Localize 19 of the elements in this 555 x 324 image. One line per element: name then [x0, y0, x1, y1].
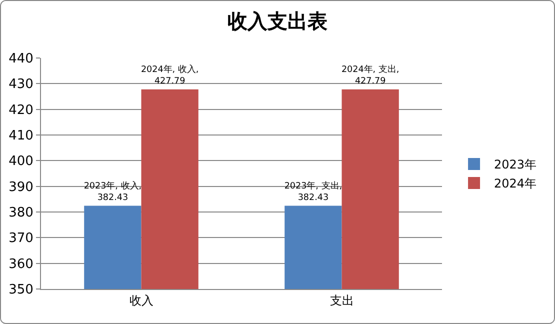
y-tick-label: 350 [8, 282, 34, 298]
y-tick-label: 430 [8, 77, 34, 92]
data-label: 2024年, 收入, 427.79 [140, 64, 199, 87]
legend-label: 2024年 [494, 176, 537, 191]
chart-title: 收入支出表 [228, 8, 328, 33]
legend-label: 2023年 [494, 158, 537, 172]
y-tick-label: 360 [8, 256, 34, 272]
y-tick-label: 370 [8, 231, 34, 246]
y-tick-label: 440 [8, 52, 34, 67]
data-label: 2023年, 收入, 382.43 [84, 180, 142, 204]
x-tick-label: 收入 [129, 293, 154, 308]
y-tick-label: 410 [8, 128, 34, 144]
y-tick-label: 390 [8, 180, 34, 195]
y-tick-label: 420 [8, 102, 34, 118]
data-label: 2023年, 支出, 382.43 [284, 180, 342, 204]
x-tick-label: 支出 [330, 293, 354, 308]
y-tick-label: 400 [8, 154, 34, 170]
data-label: 2024年, 支出, 427.79 [341, 64, 400, 87]
y-tick-label: 380 [8, 206, 34, 221]
